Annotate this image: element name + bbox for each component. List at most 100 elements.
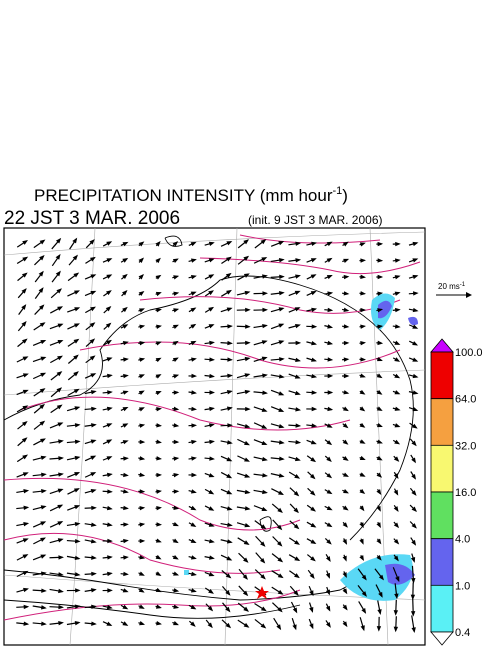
wind-head bbox=[342, 539, 348, 545]
wind-arrow bbox=[342, 456, 349, 461]
wind-arrow bbox=[255, 535, 266, 547]
wind-head bbox=[156, 308, 162, 313]
wind-arrow bbox=[220, 324, 233, 329]
wind-head bbox=[73, 272, 80, 278]
wind-head bbox=[191, 357, 197, 362]
wind-arrow bbox=[220, 440, 233, 445]
wind-arrow bbox=[270, 440, 285, 445]
wind-arrow bbox=[359, 617, 365, 632]
wind-arrow bbox=[188, 423, 197, 428]
wind-arrow bbox=[17, 272, 28, 282]
wind-head bbox=[378, 574, 384, 581]
wind-head bbox=[209, 555, 215, 560]
wind-arrow bbox=[342, 423, 349, 429]
wind-arrow bbox=[103, 306, 112, 314]
wind-head bbox=[262, 291, 268, 296]
wind-arrow bbox=[288, 537, 300, 545]
wind-arrow bbox=[102, 588, 113, 593]
wind-arrow bbox=[188, 406, 197, 412]
wind-arrow bbox=[103, 290, 112, 297]
wind-arrow bbox=[237, 537, 250, 545]
wind-arrow bbox=[324, 357, 334, 362]
wind-arrow bbox=[359, 291, 366, 296]
wind-arrow bbox=[359, 455, 366, 460]
wind-head bbox=[173, 423, 180, 428]
wind-arrow bbox=[393, 616, 399, 633]
wind-arrow bbox=[204, 505, 215, 511]
wind-arrow bbox=[306, 423, 318, 428]
wind-head bbox=[139, 340, 146, 346]
wind-arrow bbox=[342, 571, 347, 579]
wind-head bbox=[22, 472, 29, 477]
wind-head bbox=[294, 456, 301, 462]
wind-head bbox=[359, 522, 364, 529]
wind-arrow bbox=[306, 274, 317, 280]
wind-head bbox=[74, 472, 81, 477]
wind-arrow bbox=[289, 585, 299, 596]
wind-head bbox=[74, 505, 81, 510]
wind-head bbox=[376, 439, 383, 444]
wind-arrow bbox=[102, 456, 113, 461]
wind-head bbox=[343, 307, 350, 312]
wind-head bbox=[106, 423, 113, 428]
wind-arrow bbox=[84, 539, 97, 544]
title-close: ) bbox=[342, 186, 348, 205]
wind-head bbox=[412, 307, 419, 313]
wind-arrow bbox=[138, 340, 146, 346]
wind-head bbox=[277, 573, 284, 579]
wind-arrow bbox=[411, 565, 416, 584]
wind-head bbox=[173, 275, 180, 280]
wind-head bbox=[326, 257, 333, 263]
wind-arrow bbox=[359, 389, 366, 395]
wind-arrow bbox=[376, 308, 384, 313]
wind-arrow bbox=[254, 569, 266, 580]
wind-head bbox=[343, 472, 349, 477]
wind-arrow bbox=[172, 489, 180, 494]
wind-head bbox=[139, 505, 146, 511]
wind-head bbox=[326, 473, 333, 479]
wind-head bbox=[411, 523, 417, 529]
wind-arrow bbox=[172, 258, 179, 264]
wind-arrow bbox=[188, 323, 197, 329]
wind-head bbox=[377, 340, 384, 346]
wind-arrow bbox=[359, 422, 366, 428]
wind-head bbox=[58, 555, 64, 560]
wind-head bbox=[21, 320, 27, 327]
wind-head bbox=[156, 489, 162, 494]
wind-head bbox=[310, 539, 317, 545]
wind-head bbox=[74, 423, 81, 428]
wind-arrow bbox=[172, 241, 179, 247]
wind-arrow bbox=[392, 324, 401, 329]
wind-arrow bbox=[188, 340, 197, 346]
wind-arrow bbox=[392, 340, 401, 345]
wind-arrow bbox=[17, 338, 28, 348]
wind-head bbox=[106, 505, 113, 511]
wind-arrow bbox=[102, 406, 113, 412]
wind-arrow bbox=[51, 270, 61, 283]
wind-arrow bbox=[236, 406, 251, 412]
wind-arrow bbox=[67, 488, 80, 495]
wind-arrow bbox=[289, 570, 300, 579]
wind-head bbox=[39, 304, 45, 310]
wind-arrow bbox=[138, 472, 146, 477]
wind-arrow bbox=[376, 356, 383, 362]
colorbar bbox=[430, 338, 454, 646]
wind-arrow bbox=[204, 373, 215, 379]
wind-head bbox=[156, 407, 162, 412]
wind-head bbox=[411, 423, 418, 429]
wind-head bbox=[294, 374, 301, 379]
wind-arrow bbox=[84, 455, 97, 462]
wind-head bbox=[40, 356, 47, 361]
wind-arrow bbox=[66, 604, 81, 609]
wind-head bbox=[360, 291, 366, 296]
wind-head bbox=[58, 572, 64, 577]
wind-head bbox=[293, 523, 300, 530]
wind-head bbox=[243, 540, 250, 545]
wind-head bbox=[325, 589, 330, 596]
wind-arrow bbox=[188, 390, 197, 395]
wind-arrow bbox=[17, 320, 27, 332]
wind-arrow bbox=[49, 340, 64, 346]
wind-arrow bbox=[49, 422, 64, 429]
wind-arrow bbox=[306, 373, 318, 379]
wind-head bbox=[208, 324, 215, 329]
